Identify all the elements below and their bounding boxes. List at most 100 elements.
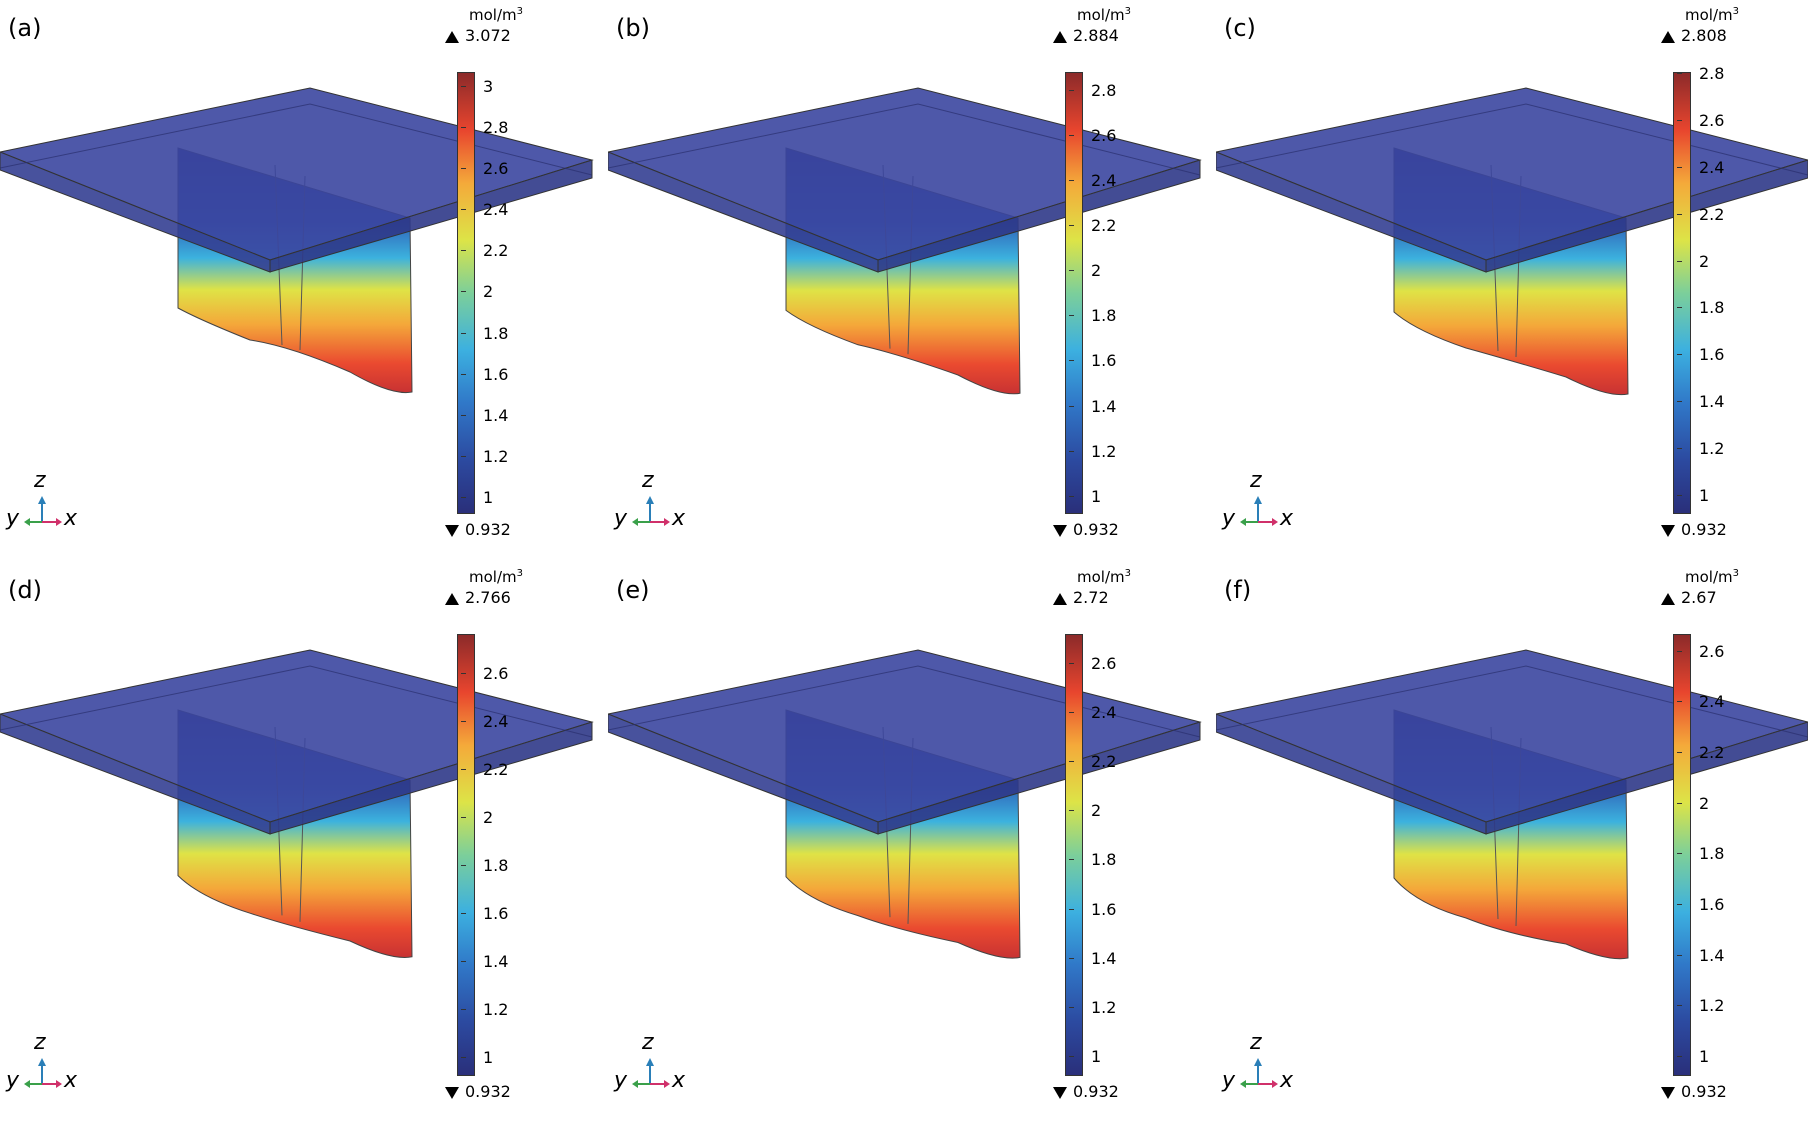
panel-e: (e) mol/m3 2.72 2.6 2.4 2.2 2 1.8 1.6 1.4 1.2 1 0.93… (608, 562, 1208, 1122)
simulation-3d-view (0, 87, 594, 394)
unit-text: mol/m (469, 568, 517, 586)
colorbar-max-value: 2.72 (1073, 588, 1109, 607)
z-axis-label: z (34, 1030, 46, 1055)
z-arrowhead-icon (646, 1058, 654, 1066)
colorbar-max: 2.884 (1053, 26, 1119, 45)
colorbar-tick: 1.2 (460, 446, 509, 466)
plate-side (1485, 721, 1808, 835)
colorbar-min: 0.932 (1053, 520, 1119, 539)
x-arrowhead-icon (1272, 518, 1278, 526)
x-arrowhead-icon (56, 1080, 62, 1088)
max-triangle-icon (445, 30, 459, 43)
colorbar-tick: 2.4 (460, 711, 509, 731)
colorbar-max: 2.808 (1661, 26, 1727, 45)
x-axis-label: x (672, 1068, 686, 1093)
colorbar (1673, 634, 1691, 1076)
colorbar (1065, 72, 1083, 514)
y-axis-label: y (614, 506, 628, 531)
y-arrowhead-icon (1240, 518, 1246, 526)
plate-hidden-edge (0, 665, 593, 738)
colorbar-tick: 1 (460, 1047, 494, 1067)
colorbar-max: 2.67 (1661, 588, 1717, 607)
plate-hidden-edge (1216, 103, 1808, 176)
colorbar-tick: 2.2 (1068, 216, 1117, 236)
min-triangle-icon (1053, 524, 1067, 537)
plate-side (877, 721, 1201, 835)
unit-text: mol/m (469, 6, 517, 24)
min-triangle-icon (1661, 1086, 1675, 1099)
colorbar-tick: 1.2 (1068, 998, 1117, 1018)
x-axis-label: x (672, 506, 686, 531)
colorbar-tick: 2.6 (1676, 641, 1725, 661)
colorbar-min-value: 0.932 (1073, 520, 1119, 539)
colorbar-tick: 1.8 (1068, 850, 1117, 870)
colorbar-tick: 1.4 (460, 405, 509, 425)
colorbar (457, 72, 475, 514)
colorbar-max: 2.766 (445, 588, 511, 607)
simulation-3d-view (1216, 649, 1808, 960)
panel-f: (f) mol/m3 2.67 2.6 2.4 2.2 2 1.8 1.6 1.4 1.2 1 0.93… (1216, 562, 1808, 1122)
z-axis-label: z (642, 1030, 654, 1055)
colorbar-tick: 1.6 (460, 903, 509, 923)
min-triangle-icon (1053, 1086, 1067, 1099)
colorbar-tick: 1.6 (1068, 899, 1117, 919)
colorbar-tick: 1 (460, 488, 494, 508)
colorbar-tick: 2.4 (1676, 157, 1725, 177)
z-arrowhead-icon (646, 496, 654, 504)
colorbar-tick: 2.2 (460, 759, 509, 779)
unit-text: mol/m (1077, 568, 1125, 586)
unit-text: mol/m (1685, 568, 1733, 586)
panel-d: (d) mol/m3 2.766 2.6 2.4 2.2 2 1.8 1.6 1.4 1.2 1 0.9… (0, 562, 600, 1122)
colorbar-tick: 1 (1676, 1046, 1710, 1066)
colorbar-tick: 1.2 (1676, 996, 1725, 1016)
colorbar-max-value: 2.808 (1681, 26, 1727, 45)
max-triangle-icon (1053, 30, 1067, 43)
colorbar-tick: 1.2 (460, 999, 509, 1019)
colorbar (457, 634, 475, 1076)
colorbar-max-value: 2.766 (465, 588, 511, 607)
colorbar-tick: 1.4 (1068, 948, 1117, 968)
colorbar-unit: mol/m3 (1685, 568, 1739, 586)
plate-side (1485, 159, 1808, 273)
unit-exponent: 3 (1124, 6, 1131, 17)
colorbar-tick: 1.4 (460, 951, 509, 971)
x-arrowhead-icon (1272, 1080, 1278, 1088)
panel-label: (a) (8, 14, 42, 42)
unit-text: mol/m (1685, 6, 1733, 24)
colorbar (1065, 634, 1083, 1076)
x-arrowhead-icon (664, 1080, 670, 1088)
unit-exponent: 3 (1124, 568, 1131, 579)
plate-top (608, 649, 1202, 823)
x-arrowhead-icon (664, 518, 670, 526)
z-axis-label: z (34, 468, 46, 493)
colorbar-tick: 2.4 (460, 200, 509, 220)
panel-c: (c) mol/m3 2.808 2.8 2.6 2.4 2.2 2 1.8 1.6 1.4 1.2 1… (1216, 0, 1808, 560)
panel-label: (d) (8, 576, 42, 604)
colorbar-min-value: 0.932 (465, 520, 511, 539)
simulation-3d-view (608, 87, 1202, 395)
colorbar-tick: 2.6 (1068, 653, 1117, 673)
z-arrowhead-icon (1254, 1058, 1262, 1066)
colorbar-tick: 1.2 (1676, 439, 1725, 459)
colorbar-unit: mol/m3 (1077, 568, 1131, 586)
unit-exponent: 3 (1732, 568, 1739, 579)
colorbar-max-value: 3.072 (465, 26, 511, 45)
y-axis-label: y (6, 1068, 20, 1093)
colorbar-tick: 2.8 (460, 117, 509, 137)
panel-label: (e) (616, 576, 650, 604)
colorbar-tick: 1.8 (460, 323, 509, 343)
colorbar-tick: 2.4 (1068, 171, 1117, 191)
colorbar-tick: 1.8 (460, 855, 509, 875)
x-axis-label: x (1280, 506, 1294, 531)
colorbar-max-value: 2.884 (1073, 26, 1119, 45)
colorbar-max-value: 2.67 (1681, 588, 1717, 607)
colorbar-tick: 2.6 (460, 159, 509, 179)
y-axis-label: y (614, 1068, 628, 1093)
min-triangle-icon (445, 1086, 459, 1099)
simulation-3d-view (608, 649, 1202, 959)
colorbar (1673, 72, 1691, 514)
colorbar-tick: 2.2 (1676, 742, 1725, 762)
colorbar-tick: 2.2 (1676, 204, 1725, 224)
